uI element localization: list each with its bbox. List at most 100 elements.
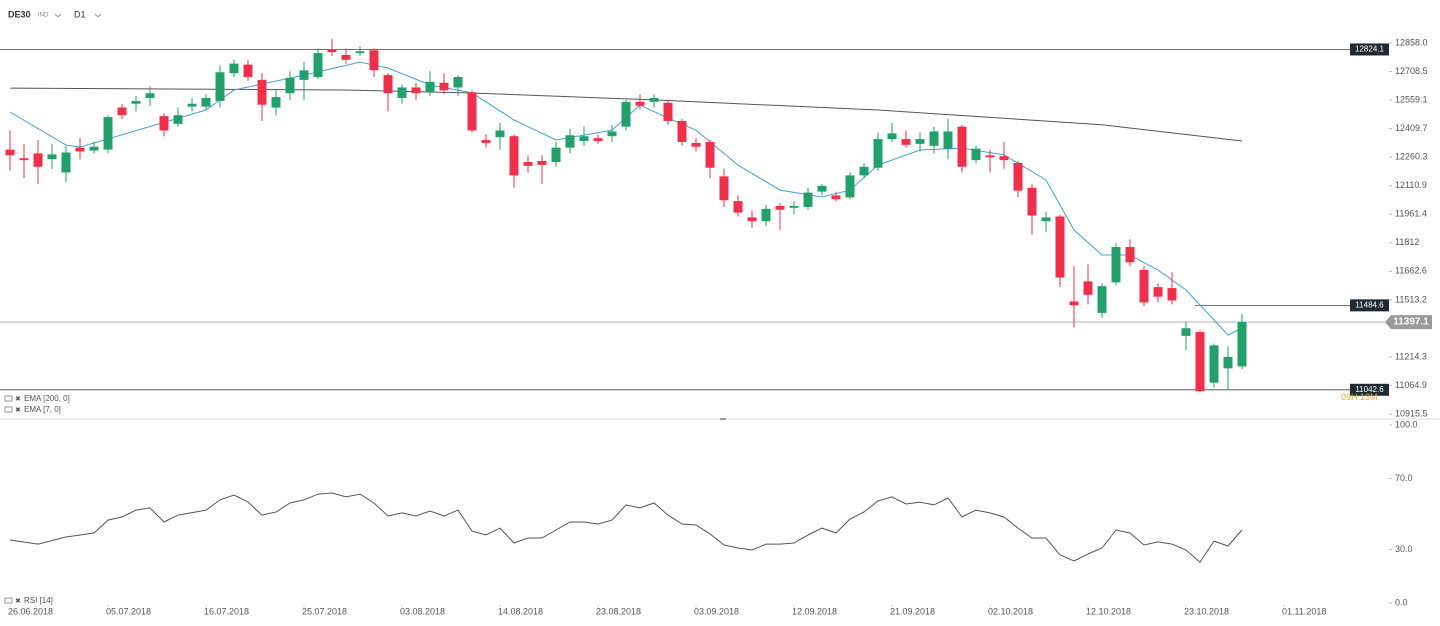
candle-body	[285, 77, 295, 94]
candle-body	[1167, 288, 1177, 301]
candle-body	[985, 155, 995, 158]
candle-body	[355, 51, 365, 54]
x-tick-label: 14.08.2018	[498, 606, 543, 616]
candle-body	[859, 166, 869, 176]
x-tick-label: 02.10.2018	[988, 606, 1033, 616]
candle-body	[201, 98, 211, 107]
current-price-label: 11397.1	[1393, 317, 1429, 328]
y-tick-label: 11214.3	[1395, 351, 1427, 361]
candle-body	[5, 149, 15, 156]
x-tick-label: 23.08.2018	[596, 606, 641, 616]
x-tick-label: 26.06.2018	[8, 606, 53, 616]
candle-body	[327, 49, 337, 53]
candle-body	[383, 75, 393, 94]
candle-body	[593, 138, 603, 141]
timeframe[interactable]: D1	[74, 9, 86, 19]
market[interactable]: IND	[38, 13, 49, 19]
candle-body	[1013, 162, 1023, 191]
remove-icon[interactable]: ✖	[15, 598, 21, 605]
remove-icon[interactable]: ✖	[15, 396, 21, 403]
candle-body	[747, 217, 757, 222]
candle-body	[1125, 247, 1135, 263]
x-tick-label: 16.07.2018	[204, 606, 249, 616]
candle-body	[943, 131, 953, 149]
x-tick-label: 12.10.2018	[1086, 606, 1131, 616]
price-level-tag	[1350, 43, 1389, 56]
candle-body	[1209, 345, 1219, 383]
price-level-label: 11484.6	[1355, 300, 1384, 309]
candle-body	[103, 117, 113, 150]
candle-body	[33, 153, 43, 167]
line-series	[9, 492, 1243, 563]
symbol[interactable]: DE30	[8, 9, 31, 19]
candle-body	[621, 101, 631, 127]
candle-body	[1181, 328, 1191, 336]
candle-body	[705, 141, 715, 168]
candle-body	[19, 158, 29, 161]
candle-body	[719, 176, 729, 201]
dropdown-icon[interactable]	[54, 13, 62, 18]
candle-body	[117, 107, 127, 116]
candle-body	[411, 87, 421, 94]
y-tick-label: 12260.3	[1395, 152, 1428, 162]
candle-body	[803, 192, 813, 207]
candle-body	[439, 82, 449, 91]
y-tick-label: 11961.4	[1395, 209, 1427, 219]
y-tick-label: 11662.6	[1395, 266, 1427, 276]
candle-body	[887, 133, 897, 140]
line-series	[9, 61, 1243, 336]
candle-body	[47, 154, 57, 160]
y-tick-label: 12110.9	[1395, 180, 1427, 190]
candle-body	[901, 139, 911, 145]
legend-label: EMA [7, 0]	[24, 405, 61, 414]
candle-body	[1055, 216, 1065, 278]
dropdown-icon[interactable]	[94, 13, 102, 18]
remove-icon[interactable]: ✖	[15, 407, 21, 414]
legend-icon[interactable]	[4, 597, 13, 604]
countdown: 09H 19M	[1341, 392, 1378, 402]
candle-body	[1223, 356, 1233, 369]
y-tick-label: 10915.5	[1395, 408, 1428, 418]
candle-body	[523, 162, 533, 166]
candle-body	[817, 185, 827, 192]
candle-body	[971, 148, 981, 161]
candle-body	[677, 120, 687, 142]
y-tick-label: 11064.9	[1395, 380, 1427, 390]
candle-body	[915, 139, 925, 144]
candle-body	[649, 98, 659, 102]
price-level-tag	[1350, 383, 1389, 396]
candle-body	[873, 139, 883, 168]
candle-body	[691, 142, 701, 147]
x-tick-label: 25.07.2018	[302, 606, 347, 616]
x-tick-label: 12.09.2018	[792, 606, 837, 616]
candle-body	[75, 147, 85, 152]
price-level-label: 12824.1	[1355, 45, 1384, 54]
candle-body	[299, 70, 309, 80]
legend-icon[interactable]	[4, 406, 13, 413]
y-tick-label: 11812	[1395, 237, 1419, 247]
candle-body	[789, 205, 799, 208]
candle-body	[495, 130, 505, 138]
candle-body	[1139, 269, 1149, 303]
candle-body	[131, 100, 141, 104]
resize-handle[interactable]	[720, 418, 726, 420]
candle-body	[481, 140, 491, 143]
current-price-tag	[1385, 315, 1432, 330]
x-tick-label: 21.09.2018	[890, 606, 935, 616]
candle-body	[831, 195, 841, 200]
candle-body	[999, 156, 1009, 161]
price-level-tag	[1350, 299, 1389, 312]
candle-body	[1195, 332, 1205, 392]
legend-icon[interactable]	[4, 395, 13, 402]
x-tick-label: 05.07.2018	[106, 606, 151, 616]
candle-body	[243, 64, 253, 77]
candle-body	[341, 55, 351, 60]
candle-body	[733, 201, 743, 213]
legend-label: EMA [200, 0]	[24, 394, 70, 403]
legend: ✖ EMA [200, 0] ✖ EMA [7, 0] ✖ RSI [14]	[4, 394, 70, 605]
candle-body	[775, 205, 785, 210]
candle-body	[1083, 281, 1093, 295]
candle-body	[271, 97, 281, 108]
y-tick-label: 12858.0	[1395, 37, 1428, 47]
candle-body	[1237, 322, 1247, 367]
